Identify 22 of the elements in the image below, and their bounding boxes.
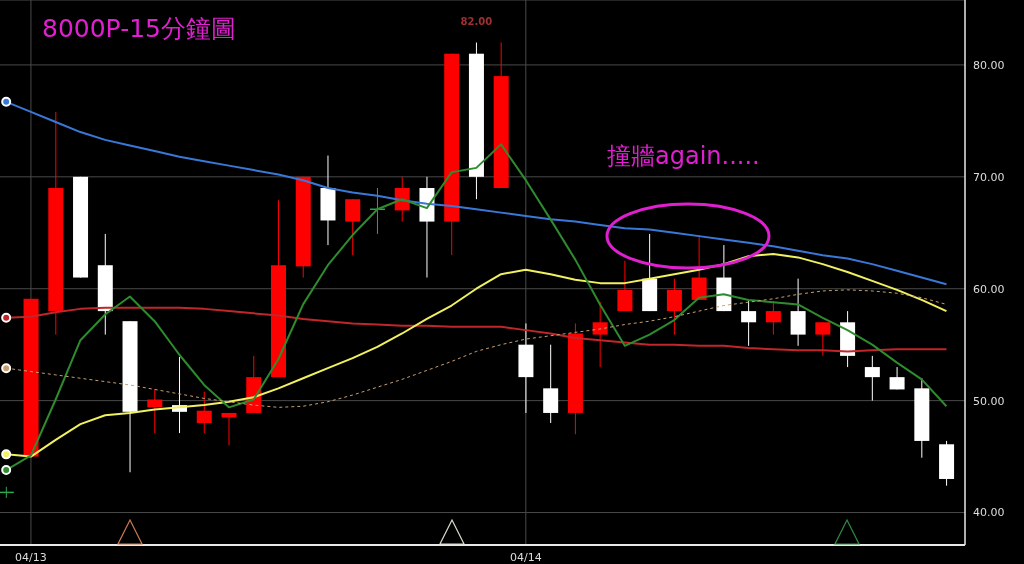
x-tick-label: 04/13 — [15, 550, 47, 564]
candlestick — [790, 278, 806, 347]
text: 8000P-15分鐘圖 — [42, 13, 236, 45]
y-tick-label: 50.00 — [973, 394, 1005, 408]
annotation: 82.00 — [459, 15, 494, 27]
candlestick — [221, 412, 237, 446]
y-tick-label: 80.00 — [973, 58, 1005, 72]
annotation: 撞牆again..... — [607, 141, 760, 172]
candlestick — [741, 300, 757, 347]
x-tick-label: 04/14 — [509, 550, 542, 564]
candlestick — [617, 260, 633, 312]
candlestick — [592, 301, 608, 368]
y-tick-label: 60.00 — [973, 282, 1005, 296]
y-tick-label: 70.00 — [973, 170, 1005, 184]
candlestick — [691, 234, 707, 301]
candlestick — [196, 391, 212, 434]
y-tick-label: 40.00 — [973, 506, 1005, 520]
candlestick — [666, 278, 682, 336]
candlestick — [815, 321, 831, 357]
candlestick — [864, 355, 880, 402]
candlestick — [765, 300, 781, 336]
candlestick — [345, 198, 361, 256]
